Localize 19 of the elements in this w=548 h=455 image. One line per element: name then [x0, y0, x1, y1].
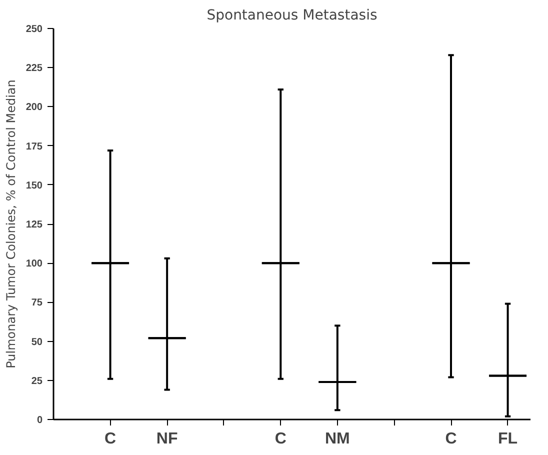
x-tick-label: NF [156, 430, 178, 448]
y-tick-label: 25 [31, 376, 43, 387]
x-tick-label: FL [498, 430, 518, 448]
y-tick-label: 75 [31, 298, 43, 309]
y-tick-label: 50 [31, 336, 43, 348]
y-tick-label: 125 [26, 220, 43, 230]
y-tick-label: 250 [26, 24, 43, 35]
y-tick-label: 225 [26, 63, 43, 74]
x-tick-label: C [445, 430, 458, 448]
y-tick-label: 0 [36, 415, 43, 426]
y-tick-label: 175 [26, 141, 43, 152]
x-tick-label: NM [324, 430, 350, 448]
y-tick-label: 150 [26, 180, 43, 192]
chart-title: Spontaneous Metastasis [206, 8, 378, 24]
x-tick-label: C [104, 430, 117, 448]
y-tick-label: 200 [26, 102, 43, 114]
x-tick-label: C [274, 430, 287, 448]
y-tick-label: 100 [26, 258, 43, 270]
y-axis-title: Pulmonary Tumor Colonies, % of Control Median [4, 80, 18, 368]
